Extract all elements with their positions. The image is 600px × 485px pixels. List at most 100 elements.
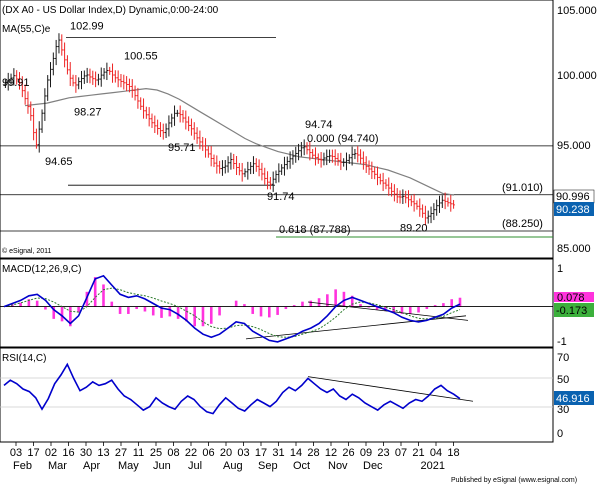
rsi-title: RSI(14,C) bbox=[2, 353, 46, 364]
price-annotation: 91.74 bbox=[267, 191, 295, 203]
rsi-trendline bbox=[307, 376, 474, 402]
x-month-label: Dec bbox=[363, 460, 383, 472]
x-day-label: 22 bbox=[185, 447, 197, 459]
price-annotation: (91.010) bbox=[502, 182, 543, 194]
price-tick-100: 100.000 bbox=[557, 70, 597, 82]
footer-text: Published by eSignal (www.esignal.com) bbox=[451, 477, 577, 484]
x-month-label: Jun bbox=[153, 460, 171, 472]
x-day-label: 27 bbox=[115, 447, 127, 459]
x-day-label: 26 bbox=[342, 447, 354, 459]
x-day-label: 23 bbox=[377, 447, 389, 459]
x-day-label: 03 bbox=[237, 447, 249, 459]
macd-title: MACD(12,26,9,C) bbox=[2, 264, 81, 275]
price-axis: 105.000 100.000 95.000 85.000 90.996 90.… bbox=[553, 5, 597, 255]
x-day-label: 18 bbox=[447, 447, 459, 459]
price-annotation: 94.65 bbox=[45, 156, 73, 168]
x-day-label: 11 bbox=[133, 447, 144, 459]
x-day-label: 21 bbox=[412, 447, 424, 459]
x-day-label: 30 bbox=[80, 447, 92, 459]
x-day-label: 20 bbox=[220, 447, 232, 459]
x-day-label: 06 bbox=[202, 447, 214, 459]
x-day-label: 03 bbox=[10, 447, 22, 459]
macd-line bbox=[3, 274, 461, 343]
x-month-label: Jul bbox=[188, 460, 202, 472]
price-annotation: 99.91 bbox=[2, 77, 30, 89]
ma-line bbox=[24, 87, 455, 196]
rsi-tick-70: 70 bbox=[557, 352, 569, 364]
macd-value-label: -0.173 bbox=[556, 305, 587, 317]
price-tick-105: 105.000 bbox=[557, 5, 597, 17]
x-month-label: Aug bbox=[223, 460, 243, 472]
rsi-panel: RSI(14,C) bbox=[0, 347, 554, 443]
rsi-panel-frame bbox=[0, 347, 554, 443]
price-tick-95: 95.000 bbox=[557, 140, 591, 152]
rsi-tick-50: 50 bbox=[557, 374, 569, 386]
price-annotation: 95.71 bbox=[168, 142, 196, 154]
price-annotation: 100.55 bbox=[124, 51, 158, 63]
macd-axis: 1 -1 0.078 -0.173 bbox=[554, 263, 594, 348]
price-annotations: 102.99 99.91 100.55 98.27 94.65 95.71 94.74 0.0… bbox=[2, 21, 543, 236]
x-month-label: Mar bbox=[48, 460, 67, 472]
x-day-label: 04 bbox=[430, 447, 442, 459]
x-day-label: 28 bbox=[307, 447, 319, 459]
macd-histogram-value-box bbox=[554, 292, 594, 302]
last-price-box bbox=[554, 202, 594, 216]
macd-panel: MACD(12,26,9,C) bbox=[0, 258, 554, 348]
ma-indicator-label: MA(55,C)e bbox=[2, 24, 51, 35]
price-annotation: 0.618 (87.788) bbox=[279, 224, 351, 236]
ma-value-label: 90.996 bbox=[556, 191, 590, 203]
rsi-value-box bbox=[554, 391, 594, 405]
footer-background bbox=[440, 474, 600, 485]
x-axis: 03 17 02 16 30 13 27 11 25 08 22 06 20 03 17 31 14 28 12 26… bbox=[0, 441, 553, 472]
x-day-label: 13 bbox=[97, 447, 109, 459]
x-axis-ticks: 03 17 02 16 30 13 27 11 25 08 22 06 20 03 17 31 14 28 12 26… bbox=[10, 442, 460, 472]
price-panel: (DX A0 - US Dollar Index,D) Dynamic,0:00… bbox=[0, 0, 554, 259]
rsi-axis: 70 50 30 0 46.916 bbox=[554, 352, 594, 440]
rsi-tick-30: 30 bbox=[557, 404, 569, 416]
ma-line-layer bbox=[24, 87, 455, 196]
macd-histogram-value: 0.078 bbox=[557, 292, 585, 304]
price-panel-frame bbox=[0, 0, 554, 259]
price-tick-85: 85.000 bbox=[557, 243, 591, 255]
x-day-label: 07 bbox=[395, 447, 407, 459]
rsi-value-label: 46.916 bbox=[556, 393, 590, 405]
copyright-label: © eSignal, 2011 bbox=[2, 247, 52, 255]
macd-tick-minus1: -1 bbox=[557, 336, 567, 348]
macd-tick-1: 1 bbox=[557, 263, 563, 275]
price-annotation: 89.20 bbox=[400, 223, 428, 235]
x-month-label: Nov bbox=[328, 460, 348, 472]
x-day-label: 09 bbox=[360, 447, 372, 459]
macd-panel-frame bbox=[0, 258, 554, 348]
last-price-label: 90.238 bbox=[556, 204, 590, 216]
x-day-label: 17 bbox=[27, 447, 39, 459]
x-day-label: 16 bbox=[62, 447, 74, 459]
x-day-label: 25 bbox=[150, 447, 162, 459]
x-month-label: Apr bbox=[83, 460, 100, 472]
x-day-label: 02 bbox=[45, 447, 57, 459]
x-month-label: Sep bbox=[258, 460, 278, 472]
price-trend-lines bbox=[0, 37, 553, 238]
x-day-label: 14 bbox=[290, 447, 302, 459]
price-title: (DX A0 - US Dollar Index,D) Dynamic,0:00… bbox=[2, 5, 219, 16]
macd-lines bbox=[0, 274, 553, 343]
price-annotation: 94.74 bbox=[305, 119, 333, 131]
x-month-label: Feb bbox=[13, 460, 32, 472]
x-day-label: 08 bbox=[167, 447, 179, 459]
x-day-label: 31 bbox=[272, 447, 284, 459]
x-month-label: May bbox=[118, 460, 139, 472]
x-month-label: Oct bbox=[293, 460, 310, 472]
macd-value-box bbox=[554, 303, 594, 317]
price-annotation: 102.99 bbox=[70, 21, 104, 33]
price-annotation: 98.27 bbox=[74, 107, 102, 119]
rsi-tick-0: 0 bbox=[557, 428, 563, 440]
price-annotation: 0.000 (94.740) bbox=[307, 133, 379, 145]
footer: Published by eSignal (www.esignal.com) bbox=[440, 474, 600, 485]
rsi-lines bbox=[3, 362, 474, 415]
x-month-label: 2021 bbox=[421, 460, 445, 472]
candles-layer bbox=[4, 33, 455, 226]
price-annotation: (88.250) bbox=[502, 218, 543, 230]
x-day-label: 17 bbox=[255, 447, 267, 459]
x-day-label: 12 bbox=[325, 447, 337, 459]
rsi-line bbox=[3, 362, 461, 415]
